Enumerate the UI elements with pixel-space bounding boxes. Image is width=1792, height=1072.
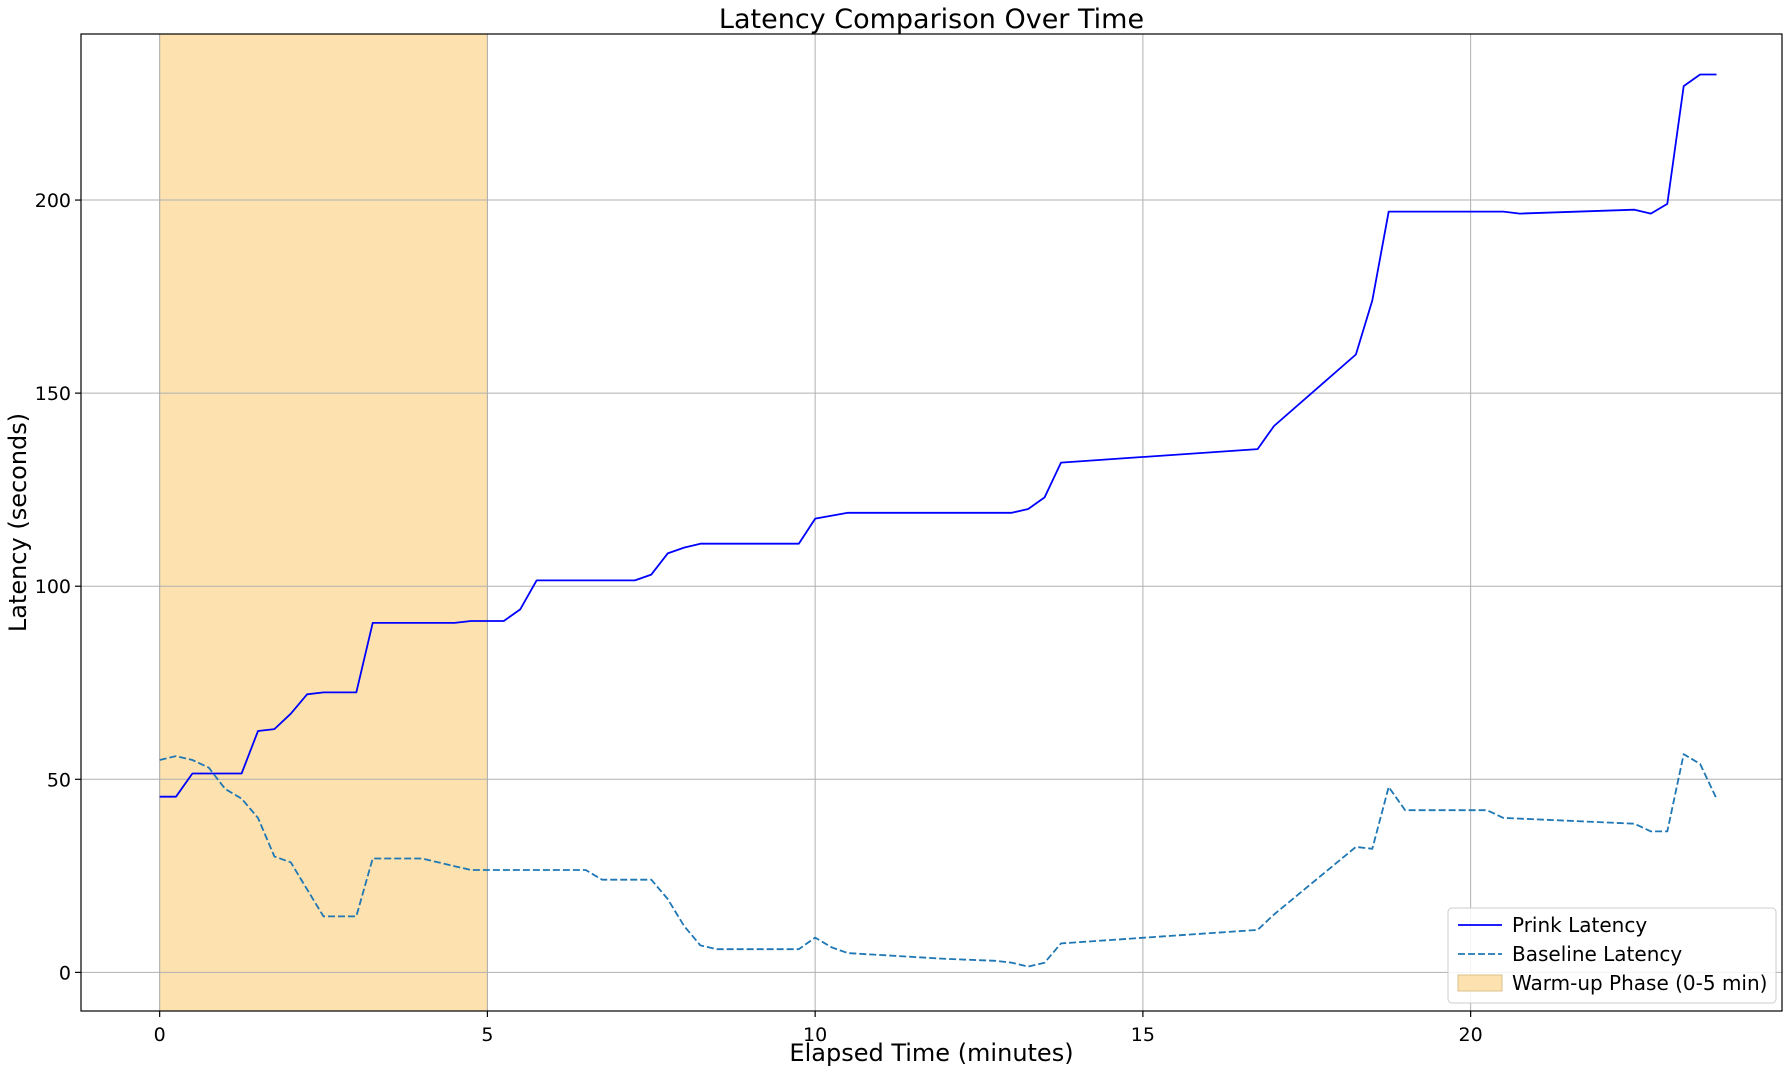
x-axis-label: Elapsed Time (minutes) <box>789 1039 1073 1067</box>
x-tick-label: 0 <box>154 1024 166 1046</box>
plot-frame <box>80 33 1783 1012</box>
legend: Prink Latency Baseline Latency Warm-up P… <box>1447 907 1777 1004</box>
series-line-baseline <box>159 753 1718 968</box>
warmup-span <box>159 33 488 1012</box>
legend-label-prink: Prink Latency <box>1512 913 1647 937</box>
y-tick-label: 200 <box>35 190 71 212</box>
y-axis-label: Latency (seconds) <box>4 413 32 632</box>
y-tick-label: 50 <box>47 769 71 791</box>
chart-title: Latency Comparison Over Time <box>719 4 1144 35</box>
span-layer <box>159 33 488 1012</box>
x-tick-label: 20 <box>1459 1024 1483 1046</box>
y-tick-label: 100 <box>35 576 71 598</box>
y-tick-label: 0 <box>59 962 71 984</box>
legend-label-warmup: Warm-up Phase (0-5 min) <box>1512 971 1767 995</box>
y-tick-label: 150 <box>35 383 71 405</box>
x-tick-label: 5 <box>481 1024 493 1046</box>
x-tick-label: 10 <box>803 1024 827 1046</box>
x-tick-label: 15 <box>1131 1024 1155 1046</box>
legend-box <box>1447 907 1777 1004</box>
series-line-prink <box>159 73 1717 798</box>
series-layer <box>159 73 1718 968</box>
legend-label-baseline: Baseline Latency <box>1512 942 1682 966</box>
legend-swatch-warmup <box>1457 974 1503 992</box>
grid-layer <box>81 34 1782 1011</box>
